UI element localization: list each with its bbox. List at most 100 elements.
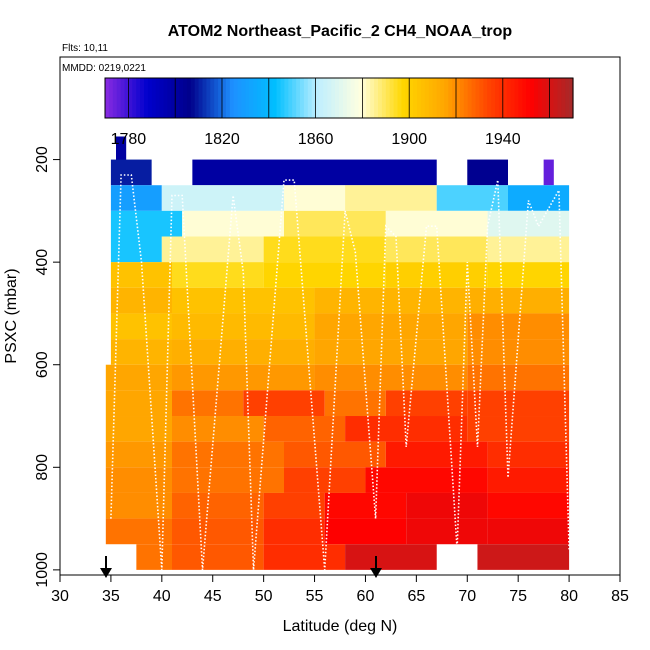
colorbar-swatch [358,78,363,118]
colorbar-swatch [331,78,336,118]
colorbar-swatch [120,78,126,118]
curtain-cell [172,313,315,340]
curtain-cell [467,416,570,442]
curtain-cell [172,287,315,314]
colorbar-swatch [268,78,274,118]
curtain-cell [161,185,284,211]
colorbar-swatch [424,78,430,118]
curtain-cell [110,159,152,186]
curtain-cell [314,364,468,391]
x-tick-label: 35 [102,588,120,605]
flight-track [110,174,570,570]
colorbar-swatch [534,78,539,118]
curtain-cell [314,287,468,314]
x-tick-label: 85 [611,588,629,605]
colorbar-tick-label: 1820 [204,131,240,148]
colorbar-swatch [405,78,410,118]
colorbar-swatch [452,78,457,118]
colorbar-swatch [565,78,570,118]
colorbar-swatch [108,78,114,118]
x-tick-label: 55 [306,588,324,605]
curtain-cell [110,313,172,340]
colorbar-swatch [354,78,360,118]
colorbar-swatch [479,78,484,118]
y-tick-label: 1000 [34,552,51,588]
colorbar-swatch [366,78,371,118]
colorbar-tick-label: 1860 [298,131,334,148]
curtain-cell [365,467,488,493]
colorbar-swatch [335,78,340,118]
colorbar-swatch [249,78,254,118]
curtain-cell [284,210,386,237]
colorbar-swatch [428,78,434,118]
colorbar-swatch [319,78,324,118]
curtain-cell [263,236,386,263]
curtain-cell [263,262,386,288]
colorbar-swatch [257,78,262,118]
colorbar-swatch [463,78,469,118]
colorbar-swatch [553,78,558,118]
colorbar-swatch [350,78,356,118]
x-tick-label: 40 [153,588,171,605]
colorbar-swatch [569,78,574,118]
x-axis: 30 35 40 45 50 55 60 65 70 75 80 85 [51,575,629,605]
colorbar-swatch [557,78,562,118]
curtain-cell [284,185,346,211]
colorbar-swatch [561,78,566,118]
curtain-cell [192,159,437,186]
colorbar-swatch [144,78,149,118]
colorbar-frame [104,77,574,119]
colorbar-swatch [237,78,243,118]
takeoff-arrow [100,556,112,578]
colorbar-swatch [475,78,480,118]
colorbar-swatch [124,78,129,118]
colorbar-swatch [491,78,496,118]
date-note: MMDD: 0219,0221 [62,63,146,74]
colorbar-swatch [229,78,235,118]
x-tick-label: 50 [255,588,273,605]
colorbar-swatch [518,78,523,118]
curtain-cell [543,159,554,186]
curtain-cell [105,364,172,391]
colorbar-swatch [401,78,406,118]
curtain-cell [172,518,264,545]
colorbar-swatch [186,78,192,118]
colorbar-swatch [159,78,165,118]
curtain-cell [105,467,172,493]
colorbar-swatch [522,78,527,118]
curtain-cell [385,262,488,288]
colorbar-swatch [417,78,422,118]
colorbar-swatch [140,78,145,118]
curtain-cell [263,492,325,519]
flight-profile-line [110,174,570,570]
curtain-cell [508,185,570,211]
curtain-cell [136,544,172,570]
colorbar-swatch [253,78,258,118]
colorbar-swatch [171,78,176,118]
colorbar-swatch [300,78,305,118]
colorbar-swatch [467,78,473,118]
curtain-cell [105,416,172,442]
curtain-cell [487,236,570,263]
colorbar-swatch [214,78,219,118]
colorbar-swatch [432,78,438,118]
x-tick-label: 30 [51,588,69,605]
colorbar-swatch [218,78,223,118]
curtain-cell [182,210,284,237]
colorbar-swatch [440,78,445,118]
colorbar-swatch [549,78,555,118]
colorbar-swatch [342,78,348,118]
colorbar-swatch [105,78,110,118]
curtain-cell [284,441,386,468]
curtain-cell [110,287,172,314]
colorbar-swatch [163,78,168,118]
colorbar-swatch [448,78,453,118]
curtain-cell [116,136,127,163]
colorbar-swatch [471,78,477,118]
curtain-cell [487,262,570,288]
colorbar-swatch [311,78,317,118]
y-axis-label: PSXC (mbar) [3,268,20,363]
colorbar-swatch [315,78,321,118]
y-axis: 200 400 600 800 1000 [34,146,60,588]
